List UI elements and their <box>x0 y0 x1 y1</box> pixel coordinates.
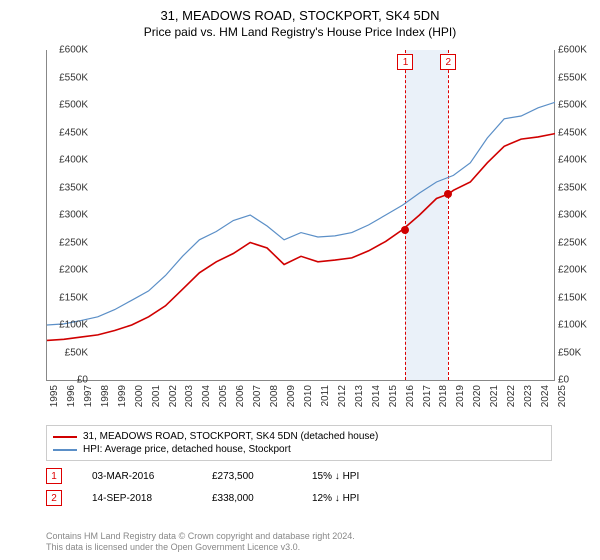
sale-price: £273,500 <box>212 471 282 482</box>
sale-badge-2: 2 <box>440 54 456 70</box>
chart-svg <box>47 50 555 380</box>
copyright: Contains HM Land Registry data © Crown c… <box>46 531 355 554</box>
plot-area: 1 2 <box>46 50 555 381</box>
sale-price: £338,000 <box>212 493 282 504</box>
sale-row-2: 2 14-SEP-2018 £338,000 12% ↓ HPI <box>46 490 359 506</box>
sale-badge-icon: 2 <box>46 490 62 506</box>
sale-date: 14-SEP-2018 <box>92 493 182 504</box>
sale-delta: 12% ↓ HPI <box>312 493 359 504</box>
sale-date: 03-MAR-2016 <box>92 471 182 482</box>
legend-label: HPI: Average price, detached house, Stoc… <box>83 444 291 455</box>
sale-delta: 15% ↓ HPI <box>312 471 359 482</box>
legend-label: 31, MEADOWS ROAD, STOCKPORT, SK4 5DN (de… <box>83 431 378 442</box>
legend-swatch <box>53 436 77 438</box>
legend: 31, MEADOWS ROAD, STOCKPORT, SK4 5DN (de… <box>46 425 552 461</box>
copyright-line: This data is licensed under the Open Gov… <box>46 542 355 554</box>
legend-item: 31, MEADOWS ROAD, STOCKPORT, SK4 5DN (de… <box>53 430 545 443</box>
chart-container: 31, MEADOWS ROAD, STOCKPORT, SK4 5DN Pri… <box>0 0 600 560</box>
sale-point-1 <box>401 226 409 234</box>
sale-row-1: 1 03-MAR-2016 £273,500 15% ↓ HPI <box>46 468 359 484</box>
chart-title: 31, MEADOWS ROAD, STOCKPORT, SK4 5DN <box>0 0 600 23</box>
chart-subtitle: Price paid vs. HM Land Registry's House … <box>0 23 600 39</box>
sale-badge-1: 1 <box>397 54 413 70</box>
sale-badge-icon: 1 <box>46 468 62 484</box>
copyright-line: Contains HM Land Registry data © Crown c… <box>46 531 355 543</box>
sale-point-2 <box>444 190 452 198</box>
legend-swatch <box>53 449 77 451</box>
legend-item: HPI: Average price, detached house, Stoc… <box>53 443 545 456</box>
